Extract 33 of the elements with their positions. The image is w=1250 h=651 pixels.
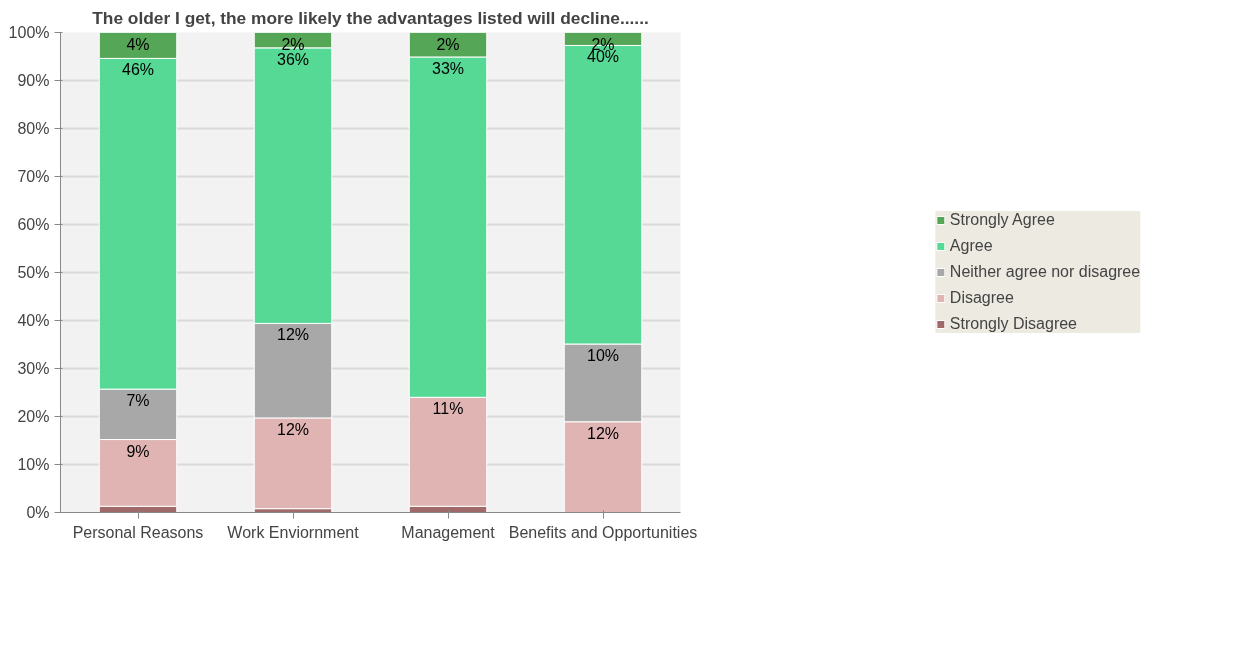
y-tick-label: 40% (17, 312, 50, 329)
annotation: 9% (126, 442, 150, 460)
legend-label: Strongly Disagree (949, 315, 1077, 333)
annotation: 12% (276, 326, 310, 344)
legend-label: Disagree (949, 289, 1014, 307)
x-tick-label: Personal Reasons (72, 523, 204, 541)
y-tick-label: 100% (8, 24, 50, 41)
y-tick-label: 10% (17, 456, 50, 473)
y-tick-label: 50% (17, 264, 50, 281)
y-tick-label: 70% (17, 168, 50, 185)
annotation: 11% (432, 400, 464, 418)
chart-title: The older I get, the more likely the advantages listed will decline...... (92, 7, 649, 28)
legend-label: Strongly Agree (949, 211, 1055, 229)
y-tick-label: 60% (17, 216, 50, 233)
x-tick-label: Work Enviornment (227, 523, 360, 541)
y-tick-label: 90% (17, 72, 50, 89)
legend-label: Neither agree nor disagree (949, 263, 1141, 281)
y-tick-label: 0% (26, 504, 50, 521)
x-tick-label: Benefits and Opportunities (508, 523, 698, 541)
annotation: 33% (431, 59, 465, 77)
annotation: 7% (126, 392, 150, 410)
annotation: 36% (276, 50, 310, 68)
y-tick-label: 30% (17, 360, 50, 377)
annotation: 12% (586, 424, 620, 442)
y-tick-label: 80% (17, 120, 50, 137)
annotation: 12% (276, 420, 310, 438)
annotation: 46% (121, 61, 155, 79)
annotation: 2% (436, 35, 460, 53)
annotation: 10% (586, 347, 620, 365)
annotation: 4% (126, 35, 150, 53)
x-tick-label: Management (401, 523, 496, 541)
legend-label: Agree (949, 237, 993, 255)
y-tick-label: 20% (17, 408, 50, 425)
